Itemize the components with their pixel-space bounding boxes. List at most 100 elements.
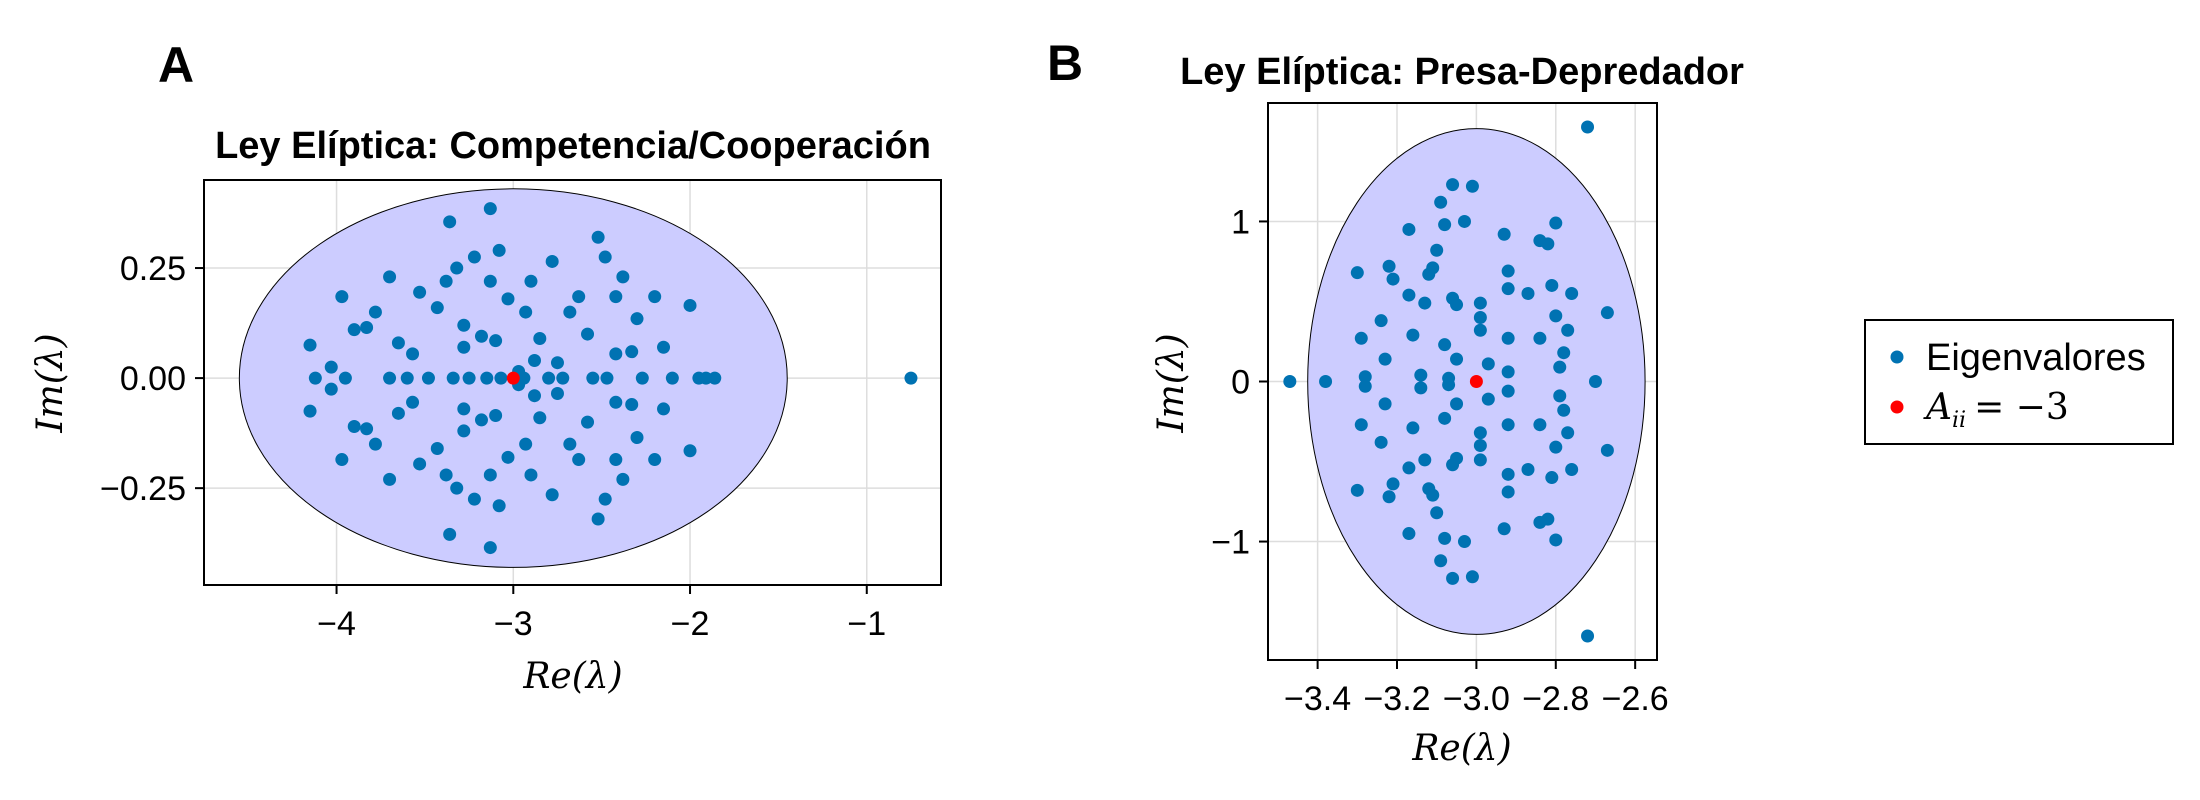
- eigenvalue-point-a: [360, 320, 374, 334]
- eigenvalue-point-a: [383, 472, 397, 486]
- eigenvalue-point-b: [1533, 331, 1547, 345]
- eigenvalue-point-a: [430, 301, 444, 315]
- eigenvalue-point-a: [586, 371, 600, 385]
- y-axis-label-b: Im(λ): [1151, 333, 1192, 433]
- eigenvalue-point-a: [308, 371, 322, 385]
- eigenvalue-point-a: [657, 402, 671, 416]
- eigenvalue-point-b: [1549, 533, 1563, 547]
- eigenvalue-point-a: [489, 334, 503, 348]
- eigenvalue-point-b: [1374, 435, 1388, 449]
- eigenvalue-point-b: [1581, 120, 1595, 134]
- eigenvalue-point-a: [443, 527, 457, 541]
- eigenvalue-point-b: [1446, 571, 1460, 585]
- legend-label-eigen: Eigenvalores: [1926, 337, 2146, 379]
- eigenvalue-point-a: [450, 481, 464, 495]
- eigenvalue-point-b: [1386, 272, 1400, 286]
- eigenvalue-point-b: [1501, 485, 1515, 499]
- eigenvalue-point-b: [1414, 368, 1428, 382]
- eigenvalue-point-a: [324, 382, 338, 396]
- eigenvalue-point-b: [1465, 570, 1479, 584]
- eigenvalue-point-a: [616, 472, 630, 486]
- eigenvalue-point-b: [1426, 488, 1440, 502]
- eigenvalue-point-a: [542, 371, 556, 385]
- eigenvalue-point-b: [1541, 512, 1555, 526]
- eigenvalue-point-a: [383, 371, 397, 385]
- eigenvalue-point-a: [609, 347, 623, 361]
- eigenvalue-point-a: [467, 492, 481, 506]
- legend-marker-center: [1890, 400, 1904, 414]
- eigenvalue-point-a: [591, 512, 605, 526]
- eigenvalue-point-a: [904, 371, 918, 385]
- eigenvalue-point-a: [494, 371, 508, 385]
- eigenvalue-point-b: [1549, 216, 1563, 230]
- eigenvalue-point-a: [600, 371, 614, 385]
- eigenvalue-point-a: [528, 353, 542, 367]
- eigenvalue-point-a: [517, 371, 531, 385]
- eigenvalue-point-b: [1553, 360, 1567, 374]
- eigenvalue-point-a: [533, 411, 547, 425]
- eigenvalue-point-a: [303, 338, 317, 352]
- eigenvalue-point-b: [1450, 352, 1464, 366]
- eigenvalue-point-a: [581, 415, 595, 429]
- eigenvalue-point-a: [446, 371, 460, 385]
- legend-label-center-rest: = −3: [1974, 387, 2069, 428]
- center-point-a: [506, 371, 520, 385]
- eigenvalue-point-b: [1438, 338, 1452, 352]
- eigenvalue-point-b: [1497, 227, 1511, 241]
- y-tick-label-a: 0.25: [120, 250, 186, 288]
- eigenvalue-point-b: [1533, 418, 1547, 432]
- eigenvalue-point-a: [683, 444, 697, 458]
- eigenvalue-point-b: [1501, 467, 1515, 481]
- eigenvalue-point-a: [400, 371, 414, 385]
- eigenvalue-point-a: [545, 488, 559, 502]
- eigenvalue-point-a: [347, 420, 361, 434]
- legend-box: [1864, 319, 2174, 445]
- eigenvalue-point-b: [1354, 418, 1368, 432]
- eigenvalue-point-a: [609, 395, 623, 409]
- eigenvalue-point-b: [1402, 461, 1416, 475]
- eigenvalue-point-a: [630, 431, 644, 445]
- eigenvalue-point-b: [1473, 296, 1487, 310]
- eigenvalue-point-a: [467, 250, 481, 264]
- eigenvalue-point-a: [625, 345, 639, 359]
- eigenvalue-point-a: [457, 424, 471, 438]
- eigenvalue-point-b: [1386, 477, 1400, 491]
- eigenvalue-point-b: [1473, 426, 1487, 440]
- eigenvalue-point-a: [657, 340, 671, 354]
- x-axis-label-a: Re(λ): [522, 656, 622, 697]
- eigenvalue-point-b: [1473, 323, 1487, 337]
- eigenvalue-point-b: [1438, 531, 1452, 545]
- eigenvalue-point-a: [492, 499, 506, 513]
- eigenvalue-point-a: [347, 323, 361, 337]
- eigenvalue-point-a: [630, 312, 644, 326]
- x-tick-label-a: −4: [317, 605, 356, 643]
- eigenvalue-point-b: [1430, 243, 1444, 257]
- eigenvalue-point-b: [1450, 298, 1464, 312]
- eigenvalue-point-b: [1501, 282, 1515, 296]
- y-tick-label-a: −0.25: [100, 470, 186, 508]
- eigenvalue-point-a: [483, 202, 497, 216]
- eigenvalue-point-b: [1457, 214, 1471, 228]
- eigenvalue-point-a: [665, 371, 679, 385]
- x-tick-label-b: −3.2: [1363, 680, 1430, 718]
- eigenvalue-point-b: [1406, 328, 1420, 342]
- eigenvalue-point-a: [474, 329, 488, 343]
- x-tick-label-b: −3.4: [1284, 680, 1351, 718]
- eigenvalue-point-b: [1319, 375, 1333, 388]
- plot-frame-a: [203, 179, 942, 586]
- eigenvalue-point-b: [1481, 392, 1495, 406]
- eigenvalue-point-a: [545, 254, 559, 268]
- eigenvalue-point-b: [1406, 421, 1420, 435]
- eigenvalue-point-a: [550, 387, 564, 401]
- eigenvalue-point-b: [1450, 451, 1464, 465]
- eigenvalue-points-a: [303, 202, 918, 555]
- eigenvalue-point-a: [391, 336, 405, 350]
- eigenvalue-point-b: [1434, 195, 1448, 209]
- y-axis-label-a: Im(λ): [30, 333, 71, 433]
- eigenvalue-point-b: [1557, 346, 1571, 360]
- eigenvalue-point-b: [1521, 286, 1535, 300]
- eigenvalue-point-b: [1438, 218, 1452, 232]
- eigenvalue-point-a: [303, 404, 317, 418]
- eigenvalue-point-a: [501, 292, 515, 306]
- y-tick-label-a: 0.00: [120, 360, 186, 398]
